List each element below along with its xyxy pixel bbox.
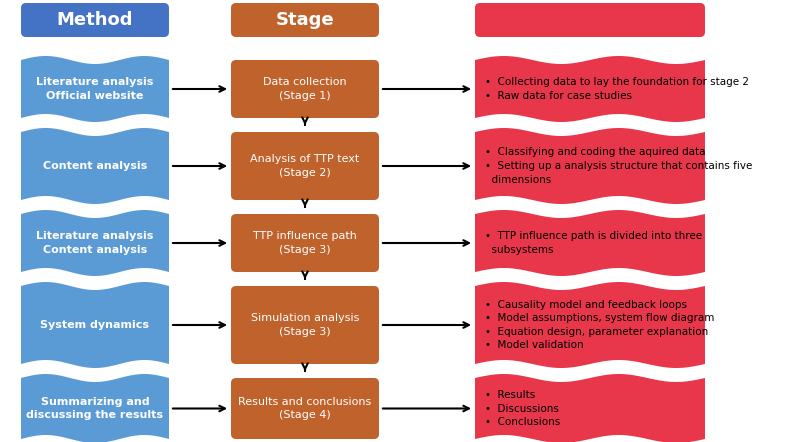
Text: TTP influence path
(Stage 3): TTP influence path (Stage 3) — [253, 232, 357, 255]
Text: •  TTP influence path is divided into three
  subsystems: • TTP influence path is divided into thr… — [485, 231, 702, 255]
Polygon shape — [475, 56, 705, 122]
Text: Results: Results — [553, 11, 627, 29]
Text: Literature analysis
Official website: Literature analysis Official website — [36, 77, 154, 101]
Text: Stage: Stage — [276, 11, 334, 29]
Text: •  Results
•  Discussions
•  Conclusions: • Results • Discussions • Conclusions — [485, 390, 560, 427]
Text: Analysis of TTP text
(Stage 2): Analysis of TTP text (Stage 2) — [251, 154, 360, 178]
Polygon shape — [475, 282, 705, 368]
Polygon shape — [21, 56, 169, 122]
Polygon shape — [21, 282, 169, 368]
Text: Summarizing and
discussing the results: Summarizing and discussing the results — [27, 397, 163, 420]
FancyBboxPatch shape — [231, 3, 379, 37]
FancyBboxPatch shape — [21, 3, 169, 37]
Polygon shape — [475, 374, 705, 442]
FancyBboxPatch shape — [475, 3, 705, 37]
Text: •  Collecting data to lay the foundation for stage 2
•  Raw data for case studie: • Collecting data to lay the foundation … — [485, 77, 749, 101]
Polygon shape — [475, 128, 705, 204]
Text: Data collection
(Stage 1): Data collection (Stage 1) — [263, 77, 347, 101]
Polygon shape — [21, 210, 169, 276]
Text: •  Classifying and coding the aquired data
•  Setting up a analysis structure th: • Classifying and coding the aquired dat… — [485, 147, 752, 185]
Text: System dynamics: System dynamics — [41, 320, 149, 330]
FancyBboxPatch shape — [231, 378, 379, 439]
FancyBboxPatch shape — [231, 132, 379, 200]
Text: Content analysis: Content analysis — [43, 161, 147, 171]
Text: Method: Method — [57, 11, 134, 29]
FancyBboxPatch shape — [231, 214, 379, 272]
FancyBboxPatch shape — [231, 60, 379, 118]
Polygon shape — [21, 128, 169, 204]
FancyBboxPatch shape — [231, 286, 379, 364]
Text: Literature analysis
Content analysis: Literature analysis Content analysis — [36, 232, 154, 255]
Polygon shape — [21, 374, 169, 442]
Text: •  Causality model and feedback loops
•  Model assumptions, system flow diagram
: • Causality model and feedback loops • M… — [485, 300, 714, 351]
Text: Simulation analysis
(Stage 3): Simulation analysis (Stage 3) — [251, 313, 359, 337]
Text: Results and conclusions
(Stage 4): Results and conclusions (Stage 4) — [238, 397, 372, 420]
Polygon shape — [475, 210, 705, 276]
